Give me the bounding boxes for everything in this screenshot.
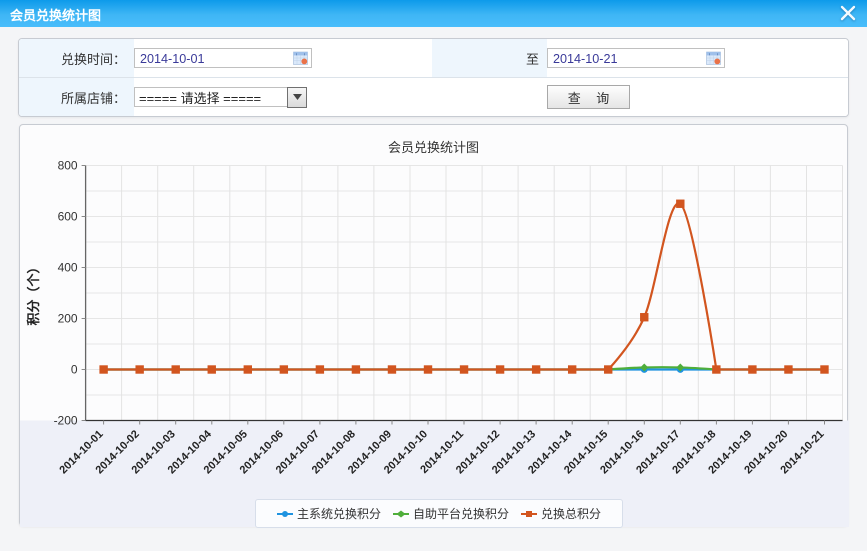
svg-text:200: 200 bbox=[58, 312, 78, 326]
svg-text:-200: -200 bbox=[54, 414, 78, 428]
svg-text:800: 800 bbox=[58, 159, 78, 173]
svg-text:400: 400 bbox=[58, 261, 78, 275]
svg-text:600: 600 bbox=[58, 210, 78, 224]
svg-text:0: 0 bbox=[71, 363, 78, 377]
svg-text:积分（个）: 积分（个） bbox=[26, 260, 41, 325]
